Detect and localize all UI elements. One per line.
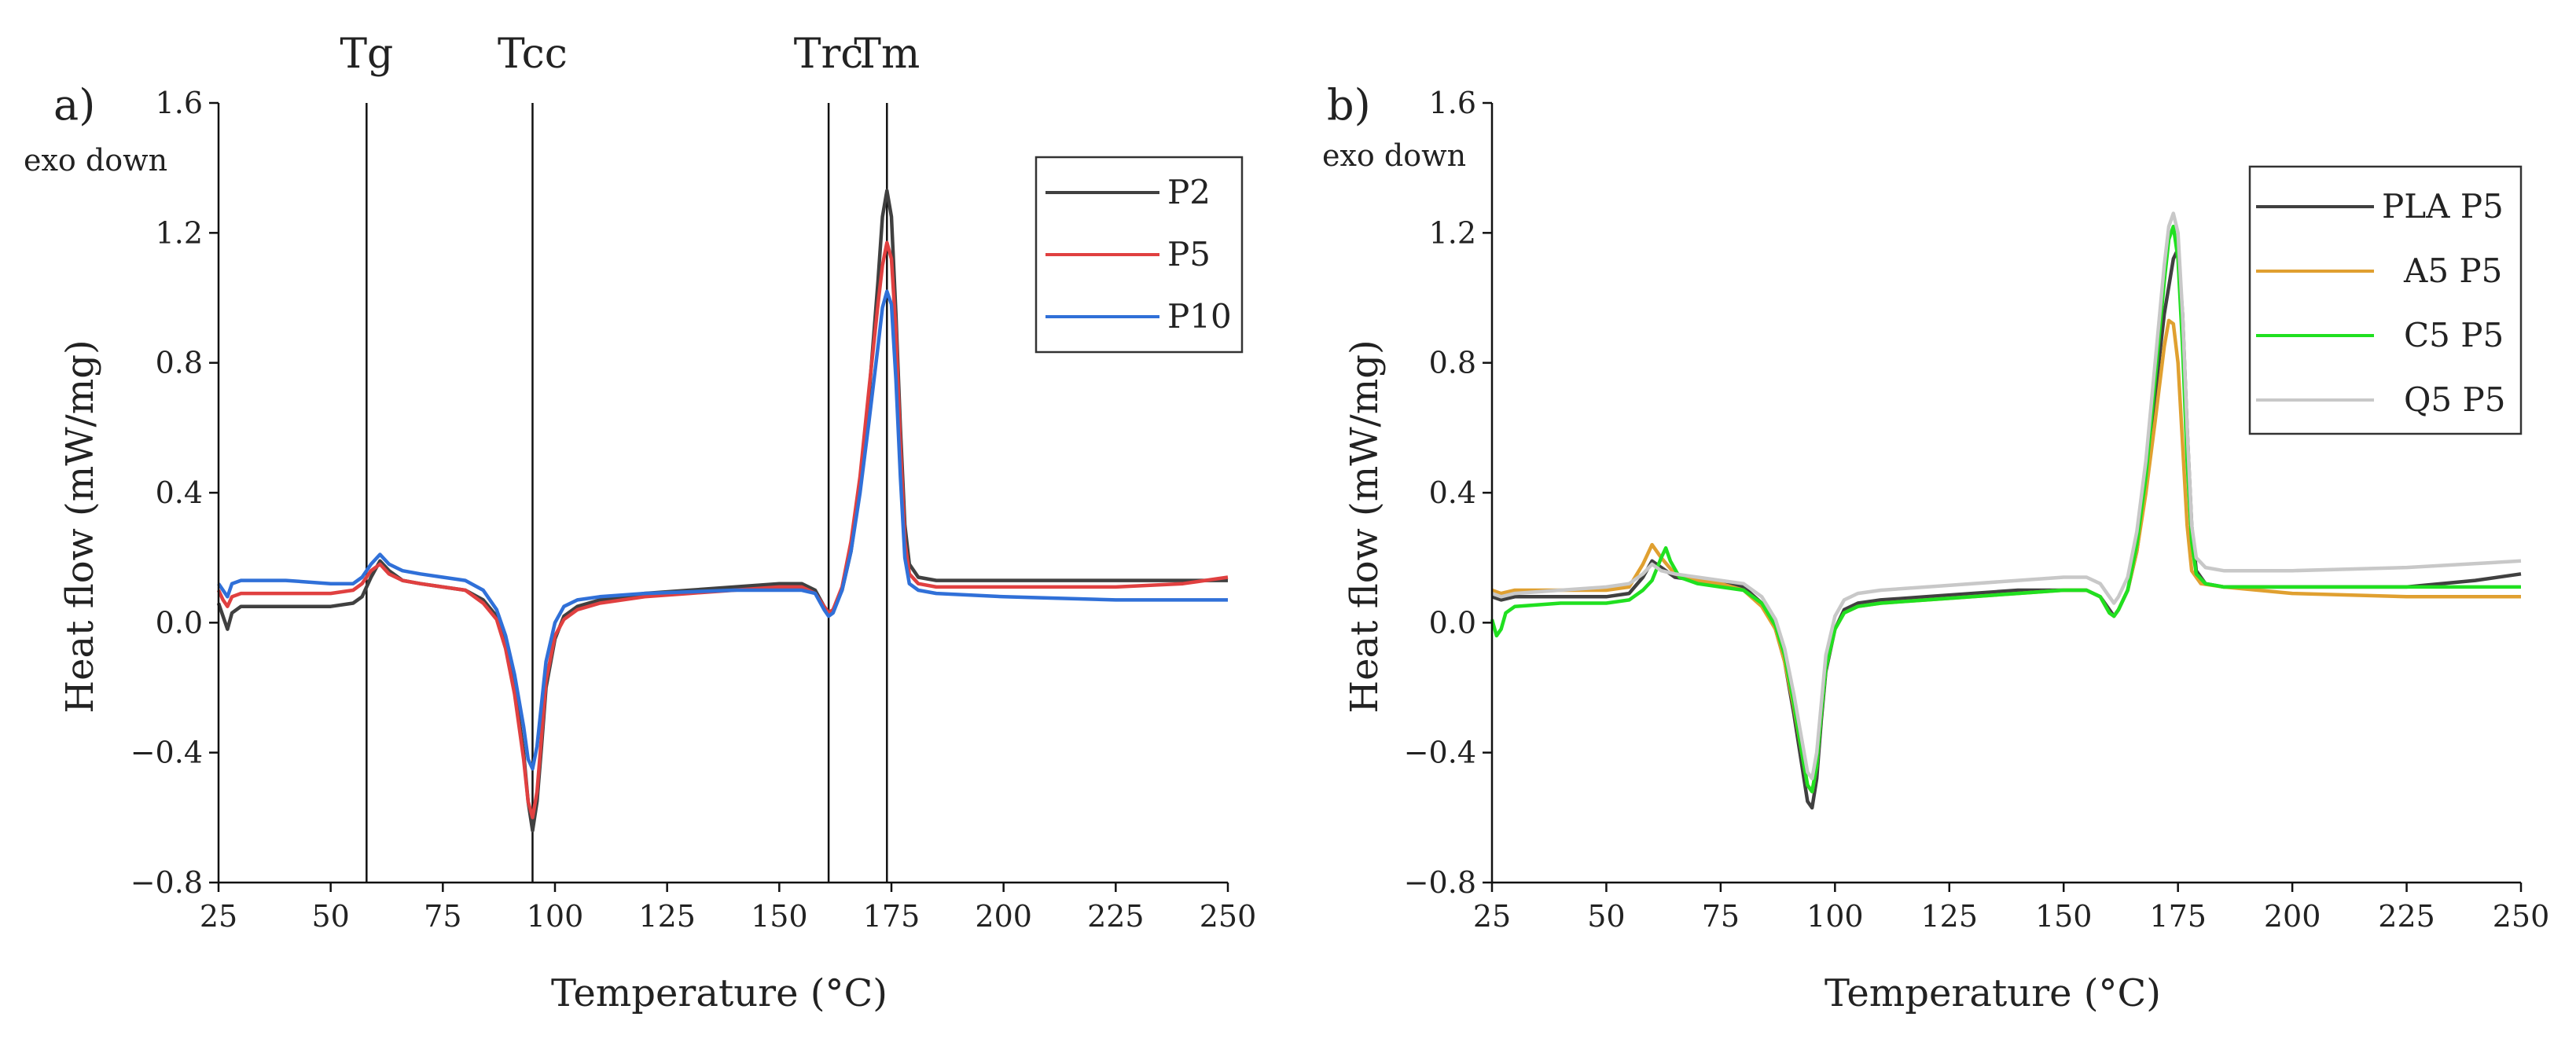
panel-b-x-ticks: 25 50 75 100 125 150 175 200 225 250 bbox=[1473, 883, 2549, 934]
panel-a-x-tick-label: 125 bbox=[638, 899, 696, 934]
panel-b-series-c5-p5 bbox=[1490, 224, 2521, 794]
panel-a-series-p10 bbox=[217, 289, 1228, 771]
panel-b-legend-box bbox=[2248, 165, 2523, 435]
panel-a-series-p5 bbox=[216, 240, 1229, 820]
panel-b-x-tick-label: 100 bbox=[1806, 899, 1864, 934]
panel-b-legend: PLA P5 A5 P5 C5 P5 Q5 P5 bbox=[2248, 165, 2523, 435]
panel-b-legend-label-pla-p5: PLA P5 bbox=[2382, 187, 2504, 226]
panel-b-y-axis-title: Heat flow (mW/mg) bbox=[1343, 339, 1387, 713]
panel-a-x-tick-label: 75 bbox=[424, 899, 461, 934]
panel-a-marker-label-tm: Tm bbox=[854, 31, 920, 78]
panel-b-y-tick-label: 1.6 bbox=[1429, 86, 1476, 120]
panel-b-y-tick-label: 0.0 bbox=[1429, 605, 1476, 640]
panel-b-y-ticks: −0.8 −0.4 0.0 0.4 0.8 1.2 1.6 bbox=[1404, 86, 1492, 900]
panel-b-x-tick-label: 75 bbox=[1702, 899, 1740, 934]
panel-b-x-tick-label: 150 bbox=[2035, 899, 2093, 934]
panel-a-y-tick-label: −0.4 bbox=[130, 736, 203, 770]
panel-a-x-tick-label: 25 bbox=[200, 899, 237, 934]
panel-b-y-tick-label: −0.4 bbox=[1404, 736, 1476, 770]
panel-a-y-axis-title: Heat flow (mW/mg) bbox=[58, 339, 102, 713]
panel-b-exo-annotation: exo down bbox=[1322, 138, 1466, 173]
panel-b-y-tick-label: −0.8 bbox=[1404, 865, 1476, 900]
panel-a-x-axis-title: Temperature (°C) bbox=[551, 971, 887, 1015]
panel-a-legend-label-p10: P10 bbox=[1167, 297, 1232, 336]
panel-b-legend-label-q5-p5: Q5 P5 bbox=[2404, 380, 2506, 419]
panel-b-x-tick-label: 50 bbox=[1587, 899, 1625, 934]
panel-a-y-tick-label: 0.8 bbox=[156, 346, 203, 380]
panel-a-marker-label-tg: Tg bbox=[340, 31, 393, 78]
panel-b-x-tick-label: 200 bbox=[2264, 899, 2321, 934]
panel-a-x-tick-label: 100 bbox=[527, 899, 584, 934]
panel-a-y-tick-label: 0.4 bbox=[156, 475, 203, 510]
panel-a-y-ticks: −0.8 −0.4 0.0 0.4 0.8 1.2 1.6 bbox=[130, 86, 219, 900]
panel-a-x-tick-label: 50 bbox=[311, 899, 349, 934]
panel-a-x-tick-label: 175 bbox=[863, 899, 921, 934]
panel-b-x-tick-label: 125 bbox=[1921, 899, 1979, 934]
panel-a-x-ticks: 25 50 75 100 125 150 175 200 225 250 bbox=[200, 883, 1256, 934]
panel-b-x-axis-title: Temperature (°C) bbox=[1825, 971, 2161, 1015]
panel-a-y-tick-label: 1.2 bbox=[156, 215, 203, 250]
panel-a-marker-label-tcc: Tcc bbox=[498, 31, 568, 78]
panel-b-legend-label-a5-p5: A5 P5 bbox=[2403, 251, 2502, 290]
panel-b: 25 50 75 100 125 150 175 200 225 250 −0.8 −0.4 0.0 0… bbox=[1322, 80, 2549, 1015]
panel-b-y-tick-label: 1.2 bbox=[1429, 215, 1476, 250]
panel-b-x-tick-label: 25 bbox=[1473, 899, 1511, 934]
panel-a-series bbox=[216, 189, 1229, 833]
panel-b-label: b) bbox=[1327, 80, 1371, 130]
panel-a-x-tick-label: 200 bbox=[975, 899, 1032, 934]
panel-b-series-q5-p5 bbox=[1491, 211, 2522, 780]
panel-a-y-tick-label: 0.0 bbox=[156, 605, 203, 640]
panel-b-legend-label-c5-p5: C5 P5 bbox=[2404, 316, 2504, 354]
panel-a-label: a) bbox=[53, 80, 95, 130]
panel-b-y-tick-label: 0.4 bbox=[1429, 475, 1476, 510]
panel-a-y-tick-label: 1.6 bbox=[156, 86, 203, 120]
panel-b-x-tick-label: 175 bbox=[2149, 899, 2207, 934]
panel-a-x-tick-label: 225 bbox=[1087, 899, 1145, 934]
panel-a-x-tick-label: 250 bbox=[1200, 899, 1257, 934]
panel-b-x-tick-label: 250 bbox=[2493, 899, 2550, 934]
panel-a-legend: P2 P5 P10 bbox=[1034, 156, 1244, 354]
panel-b-y-tick-label: 0.8 bbox=[1429, 346, 1476, 380]
panel-a-marker-label-trc: Trc bbox=[794, 31, 864, 78]
panel-b-x-tick-label: 225 bbox=[2378, 899, 2435, 934]
panel-a-x-tick-label: 150 bbox=[751, 899, 808, 934]
panel-a-y-tick-label: −0.8 bbox=[130, 865, 203, 900]
panel-a-legend-label-p2: P2 bbox=[1167, 173, 1211, 211]
panel-a-exo-annotation: exo down bbox=[24, 143, 167, 178]
panel-a-series-p2 bbox=[216, 189, 1228, 833]
panel-a-legend-label-p5: P5 bbox=[1167, 235, 1211, 273]
panel-b-series bbox=[1490, 211, 2522, 810]
